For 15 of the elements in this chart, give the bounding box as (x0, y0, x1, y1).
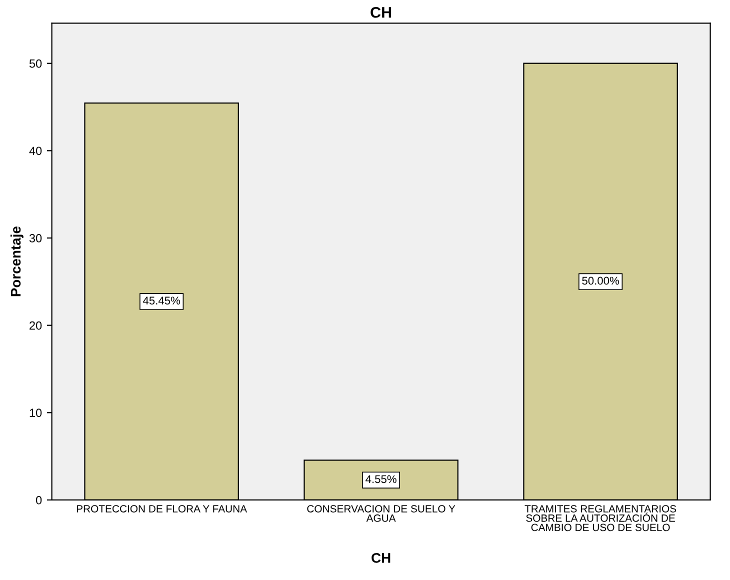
x-tick-label: CONSERVACION DE SUELO Y AGUA (307, 505, 456, 522)
x-axis-title: CH (372, 553, 390, 563)
y-axis-title: Porcentaje (10, 226, 24, 296)
y-tick-label: 50 (29, 59, 42, 68)
x-tick-label: PROTECCION DE FLORA Y FAUNA (76, 505, 248, 512)
y-tick-label: 10 (30, 408, 42, 418)
data-label: 50.00% (582, 276, 619, 285)
y-tick-label: 0 (36, 496, 42, 504)
x-tick-label: TRAMITES REGLAMENTARIOS SOBRE LA AUTORIZACIÓN DE CAMBIO DE USO DE SUELO (524, 505, 676, 532)
y-tick-label: 20 (30, 321, 42, 330)
chart-title: CH (370, 6, 392, 18)
y-tick-label: 30 (29, 234, 42, 242)
data-label: 4.55% (366, 475, 396, 484)
y-tick-label: 40 (29, 146, 42, 156)
data-label: 45.45% (142, 296, 180, 305)
